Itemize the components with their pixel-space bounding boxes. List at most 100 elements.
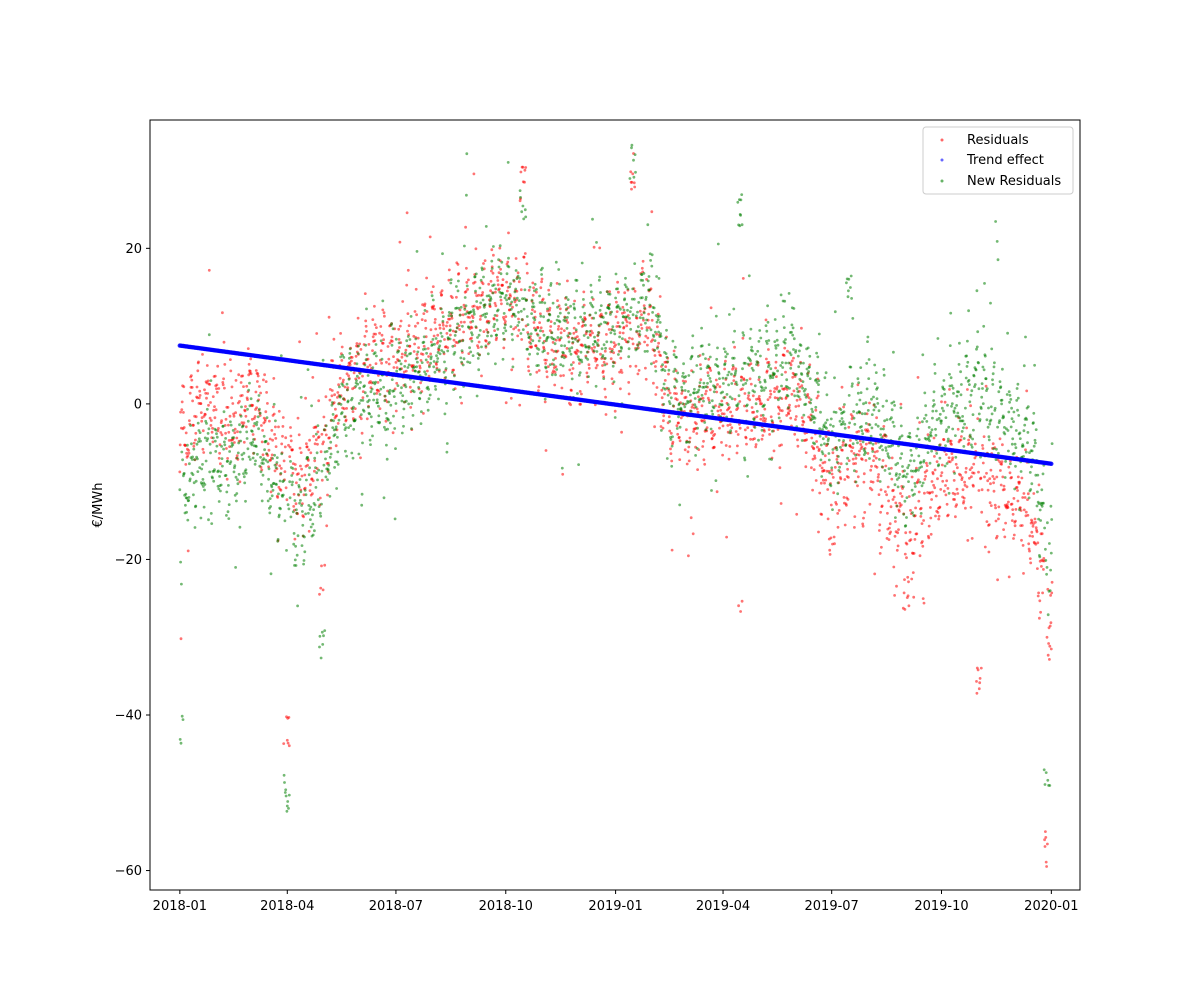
new-residuals-point	[770, 458, 773, 461]
residuals-point	[973, 456, 977, 460]
new-residuals-point	[730, 372, 733, 376]
new-residuals-point	[935, 418, 939, 422]
new-residuals-point	[893, 483, 897, 487]
new-residuals-point	[641, 316, 645, 320]
new-residuals-point	[517, 310, 520, 314]
new-residuals-point	[460, 349, 464, 352]
new-residuals-point	[761, 413, 765, 417]
new-residuals-point	[654, 330, 657, 334]
new-residuals-point	[571, 337, 574, 340]
residuals-point	[711, 430, 715, 433]
new-residuals-point	[402, 424, 405, 428]
new-residuals-point	[353, 418, 357, 422]
residuals-point	[875, 465, 879, 469]
new-residuals-point	[319, 514, 323, 518]
residuals-point	[959, 438, 963, 442]
residuals-point	[1003, 488, 1006, 491]
new-residuals-point	[307, 511, 310, 515]
new-residuals-point	[529, 373, 532, 376]
residuals-point	[205, 396, 208, 400]
residuals-point	[425, 276, 428, 280]
residuals-point	[1010, 476, 1013, 479]
new-residuals-point	[544, 366, 548, 370]
residuals-point	[987, 523, 991, 526]
new-residuals-point	[520, 210, 524, 214]
residuals-point	[1032, 522, 1035, 526]
new-residuals-point	[1026, 405, 1030, 408]
new-residuals-point	[934, 433, 938, 437]
new-residuals-point	[905, 496, 909, 499]
residuals-point	[377, 389, 381, 393]
residuals-point	[612, 341, 616, 345]
residuals-point	[306, 463, 309, 467]
new-residuals-point	[737, 394, 741, 398]
new-residuals-point	[624, 285, 628, 289]
new-residuals-point	[802, 413, 806, 417]
new-residuals-point	[474, 325, 478, 329]
new-residuals-point	[522, 307, 526, 311]
new-residuals-point	[368, 412, 372, 416]
new-residuals-point	[289, 460, 292, 463]
residuals-point	[356, 316, 360, 320]
residuals-point	[950, 452, 954, 455]
residuals-point	[229, 369, 233, 373]
residuals-point	[518, 199, 522, 203]
residuals-point	[398, 240, 402, 244]
new-residuals-point	[969, 393, 973, 397]
new-residuals-point	[336, 450, 340, 454]
residuals-point	[1012, 533, 1016, 537]
new-residuals-point	[908, 431, 912, 435]
new-residuals-point	[294, 564, 298, 567]
new-residuals-point	[793, 394, 797, 398]
residuals-point	[554, 365, 558, 368]
residuals-point	[448, 324, 452, 328]
residuals-point	[764, 318, 768, 322]
new-residuals-point	[373, 392, 376, 396]
residuals-point	[213, 405, 216, 408]
residuals-point	[775, 375, 778, 378]
new-residuals-point	[948, 344, 952, 347]
residuals-point	[371, 318, 375, 321]
new-residuals-point	[311, 533, 315, 537]
residuals-point	[795, 398, 799, 402]
residuals-point	[1004, 521, 1007, 525]
new-residuals-point	[987, 406, 990, 410]
residuals-point	[287, 716, 291, 719]
new-residuals-point	[303, 488, 307, 492]
residuals-point	[644, 366, 647, 370]
residuals-point	[1036, 541, 1040, 545]
residuals-point	[407, 324, 411, 327]
residuals-point	[876, 475, 880, 479]
new-residuals-point	[515, 303, 518, 307]
new-residuals-point	[428, 365, 431, 369]
new-residuals-point	[365, 307, 368, 311]
new-residuals-point	[976, 330, 980, 334]
new-residuals-point	[773, 340, 777, 343]
new-residuals-point	[675, 427, 679, 430]
new-residuals-point	[293, 499, 297, 502]
new-residuals-point	[825, 418, 829, 422]
new-residuals-point	[645, 318, 648, 322]
new-residuals-point	[309, 525, 313, 529]
new-residuals-point	[867, 358, 871, 361]
new-residuals-point	[1000, 402, 1003, 406]
residuals-point	[735, 451, 739, 455]
new-residuals-point	[447, 314, 451, 317]
new-residuals-point	[567, 340, 571, 344]
residuals-point	[354, 354, 358, 358]
new-residuals-point	[398, 367, 402, 371]
new-residuals-point	[672, 353, 676, 357]
residuals-point	[1018, 506, 1022, 509]
new-residuals-point	[306, 368, 310, 371]
residuals-point	[1026, 492, 1030, 496]
new-residuals-point	[1044, 547, 1047, 551]
residuals-point	[792, 356, 795, 360]
new-residuals-point	[278, 479, 282, 483]
new-residuals-point	[618, 325, 622, 329]
new-residuals-point	[537, 364, 540, 367]
residuals-point	[211, 426, 214, 430]
new-residuals-point	[963, 422, 966, 426]
new-residuals-point	[363, 384, 366, 388]
residuals-point	[391, 431, 395, 435]
residuals-point	[877, 473, 880, 476]
